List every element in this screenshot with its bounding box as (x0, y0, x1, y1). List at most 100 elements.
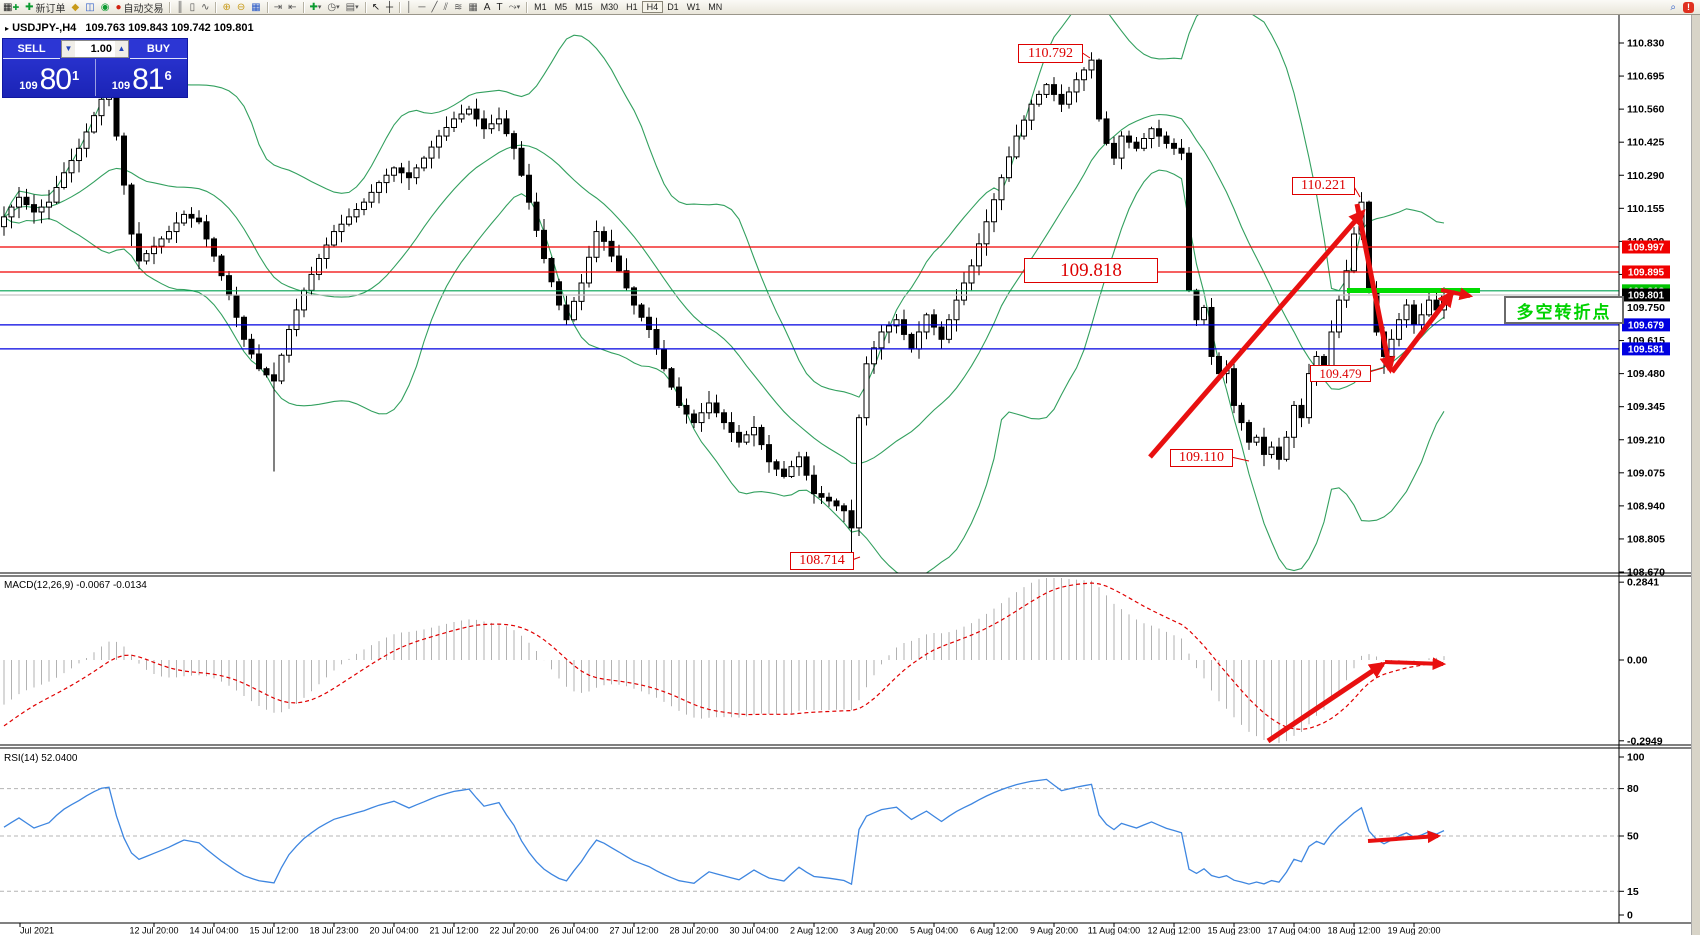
vertical-line-tool-icon[interactable]: │ (406, 1, 413, 13)
svg-text:109.679: 109.679 (1628, 320, 1665, 331)
auto-trading-button[interactable]: ● 自动交易 (115, 1, 164, 15)
svg-text:109.801: 109.801 (1628, 290, 1665, 301)
volume-decrease-button[interactable]: ▼ (62, 41, 75, 57)
new-order-button[interactable]: ✚ 新订单 (25, 1, 66, 15)
timeframe-button-mn[interactable]: MN (708, 1, 723, 12)
time-tick-label: 9 Aug 20:00 (1030, 926, 1078, 935)
price-tick-label: 110.560 (1627, 104, 1665, 116)
main-toolbar: ▦ ✚ ✚ 新订单 ◆ ◫ ◉ ● 自动交易 ║ ▯ ∿ ⊕ ⊖ ▦ ⇥ ⇤ ✚ ▾ ◷… (0, 0, 1700, 15)
price-annotation-pivot[interactable]: 109.818 (1024, 258, 1158, 283)
toolbar-separator (364, 1, 366, 13)
market-watch-icon[interactable]: ◫ (85, 1, 95, 13)
price-annotation-swing-high[interactable]: 110.221 (1292, 177, 1355, 195)
timeframe-button-m15[interactable]: M15 (575, 1, 593, 12)
grid-tool-icon[interactable]: ▦ (468, 1, 478, 13)
price-annotation-bottom[interactable]: 108.714 (790, 552, 854, 570)
crosshair-icon[interactable]: ┼ (386, 1, 394, 13)
horizontal-line-tool-icon[interactable]: ─ (418, 1, 426, 13)
tile-windows-icon[interactable]: ▦ (251, 1, 261, 13)
time-tick-label: 27 Jul 12:00 (609, 926, 658, 935)
macd-tick-label: 0.2841 (1627, 577, 1659, 589)
period-clock-icon[interactable]: ◷ ▾ (327, 1, 340, 13)
signals-icon[interactable]: ◉ (100, 1, 110, 13)
new-chart-icon[interactable]: ▦ ✚ (3, 1, 20, 13)
sell-price-display[interactable]: 109 80 1 (3, 59, 96, 96)
time-tick-label: 6 Aug 12:00 (970, 926, 1018, 935)
timeframe-button-h4[interactable]: H4 (641, 0, 664, 13)
rsi-tick-label: 0 (1627, 910, 1633, 922)
price-tick-label: 109.075 (1627, 467, 1665, 479)
time-tick-label: 20 Jul 04:00 (369, 926, 418, 935)
vertical-scrollbar[interactable] (1691, 14, 1700, 935)
time-tick-label: 18 Aug 12:00 (1327, 926, 1380, 935)
volume-input[interactable]: 1.00 (75, 41, 115, 57)
volume-increase-button[interactable]: ▲ (115, 41, 128, 57)
price-annotation-low[interactable]: 109.110 (1170, 449, 1233, 467)
timeframe-button-m5[interactable]: M5 (554, 1, 568, 12)
timeframe-button-h1[interactable]: H1 (626, 1, 638, 12)
line-chart-mode-icon[interactable]: ∿ (201, 1, 210, 13)
chart-shift-icon[interactable]: ⇤ (288, 1, 297, 13)
price-tick-label: 110.830 (1627, 38, 1665, 50)
channel-tool-icon[interactable]: ⫽ (443, 1, 448, 13)
arrow-objects-icon[interactable]: ⤳ ▾ (508, 1, 521, 13)
time-tick-label: 12 Jul 20:00 (129, 926, 178, 935)
cursor-icon[interactable]: ↖ (371, 1, 381, 13)
bar-chart-mode-icon[interactable]: ║ (176, 1, 184, 13)
rsi-tick-label: 100 (1627, 752, 1645, 764)
time-tick-label: 12 Aug 12:00 (1147, 926, 1200, 935)
zoom-out-icon[interactable]: ⊖ (236, 1, 246, 13)
chart-symbol-period: USDJPY-,H4 (12, 22, 77, 34)
svg-text:109.581: 109.581 (1628, 344, 1665, 355)
timeframe-button-d1[interactable]: D1 (667, 1, 679, 12)
time-tick-label: 5 Aug 04:00 (910, 926, 958, 935)
price-tick-label: 108.805 (1627, 533, 1665, 545)
toolbar-separator (169, 1, 171, 13)
text-label-tool-icon[interactable]: T (496, 1, 503, 13)
volume-control: ▼ 1.00 ▲ (61, 40, 129, 58)
candlestick-mode-icon[interactable]: ▯ (189, 1, 196, 13)
fibonacci-tool-icon[interactable]: ≋ (453, 1, 463, 13)
zoom-in-icon[interactable]: ⊕ (222, 1, 231, 13)
price-marker-label (1622, 318, 1670, 332)
timeframe-button-m30[interactable]: M30 (600, 1, 619, 12)
price-tick-label: 109.480 (1627, 368, 1665, 380)
rsi-tick-label: 15 (1627, 886, 1639, 898)
price-tick-label: 110.695 (1627, 71, 1665, 83)
sell-button[interactable]: SELL (3, 39, 60, 59)
time-tick-label: 28 Jul 20:00 (669, 926, 718, 935)
buy-button[interactable]: BUY (130, 39, 187, 59)
history-center-icon[interactable]: ◆ (71, 1, 80, 13)
price-annotation-swing-low[interactable]: 109.479 (1310, 365, 1371, 382)
timeframe-button-w1[interactable]: W1 (686, 1, 701, 12)
time-tick-label: 26 Jul 04:00 (549, 926, 598, 935)
time-tick-label: 22 Jul 20:00 (489, 926, 538, 935)
buy-price-display[interactable]: 109 81 6 (111, 63, 172, 96)
time-tick-label: 15 Jul 12:00 (249, 926, 298, 935)
indicators-add-icon[interactable]: ✚ ▾ (309, 1, 322, 13)
trendline-tool-icon[interactable]: ╱ (431, 1, 438, 13)
price-tick-label: 110.425 (1627, 137, 1665, 149)
price-tick-label: 110.290 (1627, 170, 1665, 182)
price-tick-label: 109.345 (1627, 401, 1665, 413)
price-tick-label: 108.670 (1627, 567, 1665, 579)
price-marker-label (1622, 240, 1670, 254)
rsi-label: RSI(14) 52.0400 (4, 753, 78, 764)
notification-badge-icon[interactable]: ! (1683, 1, 1694, 13)
toolbar-separator (266, 1, 268, 13)
svg-text:109.895: 109.895 (1628, 267, 1665, 278)
rsi-tick-label: 80 (1627, 783, 1639, 795)
text-tool-icon[interactable]: A (483, 1, 491, 13)
auto-scroll-icon[interactable]: ⇥ (273, 1, 283, 13)
price-tick-label: 110.155 (1627, 203, 1665, 215)
turning-point-note[interactable]: 多空转折点 (1504, 296, 1624, 324)
time-tick-label: 3 Aug 20:00 (850, 926, 898, 935)
svg-text:109.997: 109.997 (1628, 242, 1665, 253)
time-tick-label: 15 Aug 23:00 (1207, 926, 1260, 935)
search-icon[interactable]: ⌕ (1670, 1, 1676, 13)
templates-icon[interactable]: ▤ ▾ (345, 1, 359, 13)
timeframe-button-m1[interactable]: M1 (534, 1, 547, 12)
toolbar-separator (399, 1, 401, 13)
price-annotation-high[interactable]: 110.792 (1018, 44, 1083, 63)
